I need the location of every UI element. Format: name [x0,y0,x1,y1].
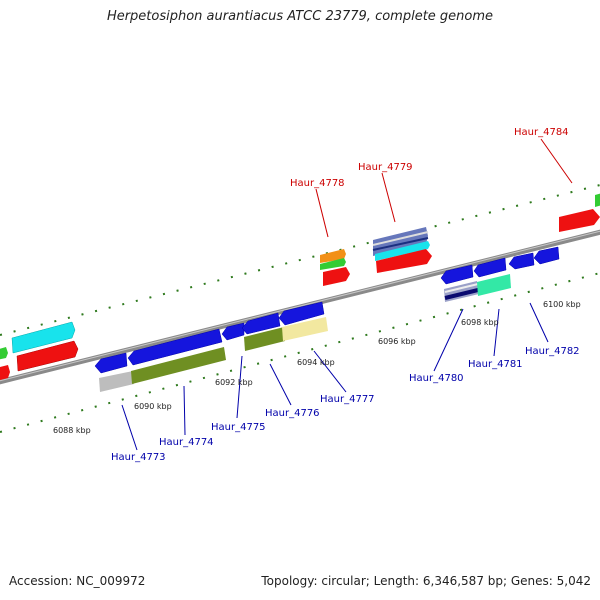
gene-reverse-blue-8[interactable] [508,252,535,270]
gene-labels: Haur_4778 Haur_4779 Haur_4784 Haur_4773 … [111,127,580,463]
gene-haur4777-khaki[interactable] [282,317,328,341]
scale-label-6092: 6092 kbp [215,378,253,387]
reverse-genes [94,246,560,392]
scale-label-6094: 6094 kbp [297,358,335,367]
gene-label-haur-4779[interactable]: Haur_4779 [358,162,413,173]
scale-label-6098: 6098 kbp [461,318,499,327]
gene-haur4781-teal[interactable] [477,274,511,296]
gene-reverse-blue-7[interactable] [473,257,507,278]
gene-label-haur-4782[interactable]: Haur_4782 [525,346,580,357]
gene-reverse-blue-6[interactable] [440,264,474,285]
gene-forward-green-edge[interactable] [595,193,600,207]
scale-label-6090: 6090 kbp [134,402,172,411]
gene-reverse-blue-2[interactable] [127,328,223,366]
gene-label-haur-4774[interactable]: Haur_4774 [159,437,214,448]
genome-summary-text: Topology: circular; Length: 6,346,587 bp… [261,574,591,588]
map-title: Herpetosiphon aurantiacus ATCC 23779, co… [106,9,494,24]
gene-reverse-blue-4[interactable] [241,312,281,335]
gene-forward-green-small[interactable] [0,347,8,360]
gene-reverse-blue-1[interactable] [94,352,128,374]
scale-label-6100: 6100 kbp [543,300,581,309]
gene-label-haur-4775[interactable]: Haur_4775 [211,422,266,433]
accession-text: Accession: NC_009972 [9,574,146,588]
gene-forward-red[interactable] [16,340,79,372]
gene-haur4773-gray[interactable] [99,371,134,392]
gene-reverse-blue-9[interactable] [533,246,560,265]
gene-label-haur-4781[interactable]: Haur_4781 [468,359,523,370]
gene-haur4778-green[interactable] [320,258,346,270]
gene-haur4776-olive[interactable] [244,327,285,351]
gene-reverse-blue-5[interactable] [278,301,325,326]
gene-label-haur-4777[interactable]: Haur_4777 [320,394,375,405]
scale-labels: 6088 kbp 6090 kbp 6092 kbp 6094 kbp 6096… [53,300,581,435]
gene-forward-red-small[interactable] [0,365,10,381]
label-leaders [121,138,573,451]
gene-haur4774-olive[interactable] [131,347,226,384]
scale-label-6096: 6096 kbp [378,337,416,346]
gene-haur4779-red[interactable] [376,249,432,273]
upper-tick-track [0,184,600,336]
gene-haur4779-cyan[interactable] [375,241,430,261]
gene-label-haur-4776[interactable]: Haur_4776 [265,408,320,419]
gene-haur4784-red[interactable] [559,209,600,232]
scale-label-6088: 6088 kbp [53,426,91,435]
gene-label-haur-4780[interactable]: Haur_4780 [409,373,464,384]
gene-reverse-blue-3[interactable] [221,322,245,341]
gene-label-haur-4773[interactable]: Haur_4773 [111,452,166,463]
gene-forward-cyan[interactable] [11,321,76,354]
forward-genes [0,193,600,381]
gene-label-haur-4778[interactable]: Haur_4778 [290,178,345,189]
gene-haur4778-red[interactable] [323,267,350,286]
gene-label-haur-4784[interactable]: Haur_4784 [514,127,569,138]
